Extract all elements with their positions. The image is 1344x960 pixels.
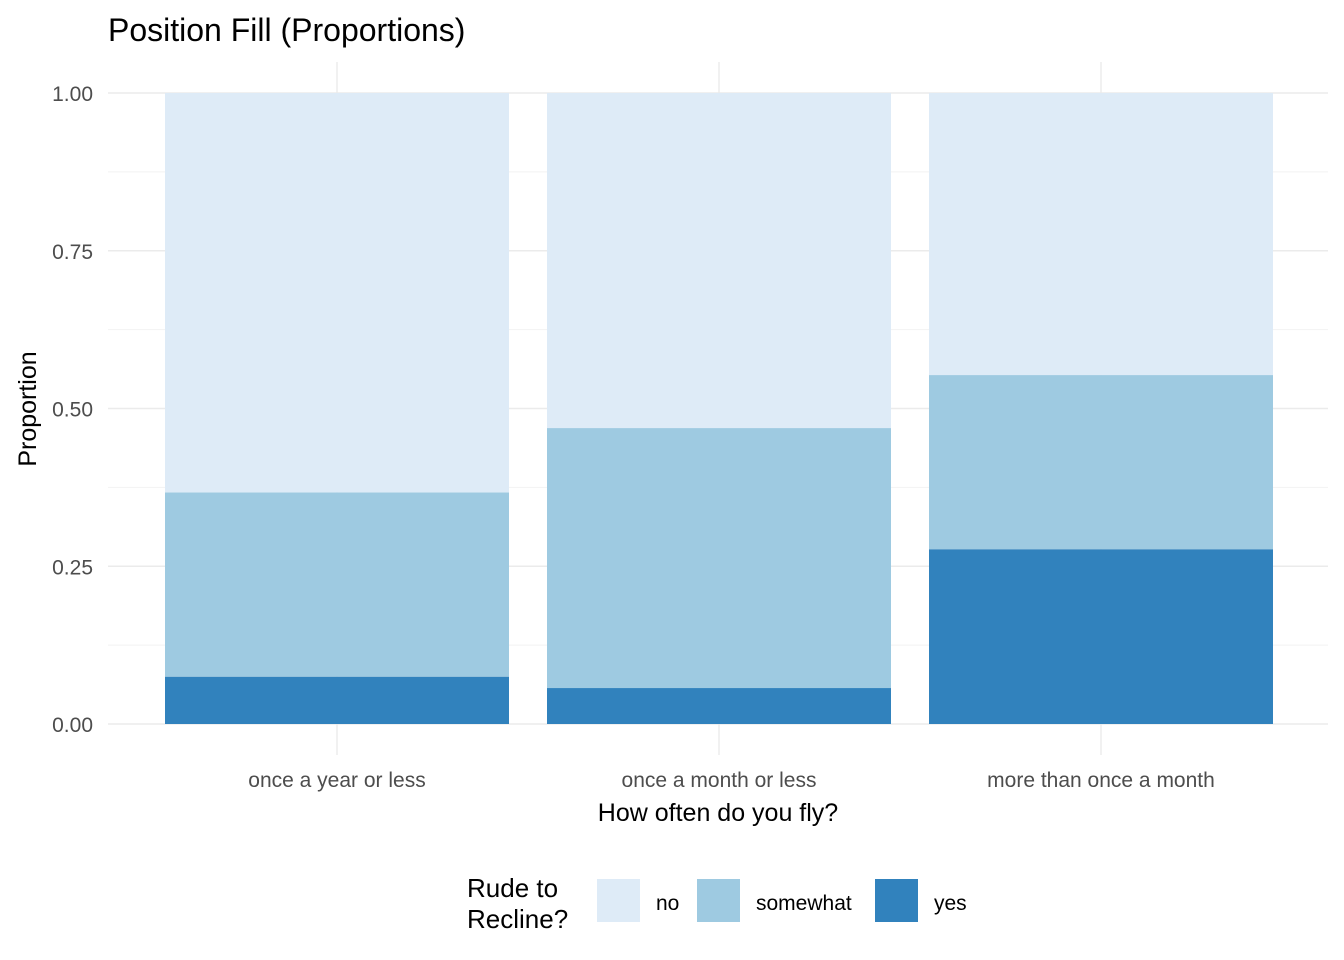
bar-segment-yes: [547, 688, 891, 724]
bar-segment-somewhat: [929, 375, 1273, 550]
legend-label-yes: yes: [934, 892, 967, 915]
x-tick-label: once a year or less: [248, 769, 425, 792]
x-axis-ticks: once a year or less once a month or less m…: [248, 769, 1215, 792]
bar-segment-somewhat: [165, 492, 509, 677]
y-tick-label: 0.75: [52, 241, 93, 264]
legend-key-somewhat: [697, 879, 740, 922]
bar-segment-yes: [165, 676, 509, 724]
y-tick-label: 0.50: [52, 399, 93, 422]
chart-title: Position Fill (Proportions): [108, 12, 465, 48]
legend-key-no: [597, 879, 640, 922]
bar-segment-yes: [929, 549, 1273, 724]
legend-label-somewhat: somewhat: [756, 892, 852, 915]
legend-label-no: no: [656, 892, 679, 915]
legend-title-line-1: Rude to: [467, 873, 558, 903]
y-tick-label: 0.25: [52, 556, 93, 579]
bar-segment-somewhat: [547, 428, 891, 689]
x-tick-label: once a month or less: [622, 769, 817, 792]
y-axis-ticks: 0.00 0.25 0.50 0.75 1.00: [52, 83, 93, 737]
legend-key-yes: [875, 879, 918, 922]
y-axis-title: Proportion: [14, 351, 42, 466]
y-tick-label: 0.00: [52, 714, 93, 737]
x-axis-title: How often do you fly?: [598, 799, 838, 827]
bar-segment-no: [547, 93, 891, 429]
legend: Rude to Recline? no somewhat yes: [467, 873, 967, 934]
legend-title-line-2: Recline?: [467, 904, 568, 934]
bar-segment-no: [165, 93, 509, 493]
bar-segment-no: [929, 93, 1273, 376]
y-tick-label: 1.00: [52, 83, 93, 106]
bars-layer: [165, 93, 1273, 724]
x-tick-label: more than once a month: [987, 769, 1215, 792]
